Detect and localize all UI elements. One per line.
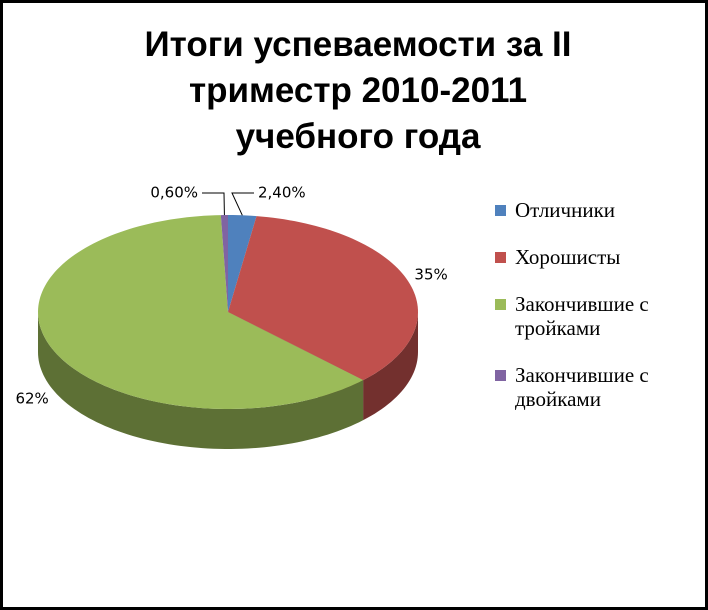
chart-title: Итоги успеваемости за II триместр 2010-2… <box>144 25 572 156</box>
pie-side <box>38 312 364 449</box>
legend-label: Отличники <box>515 198 616 222</box>
data-label: 62% <box>15 390 48 408</box>
pie-slice <box>228 215 257 312</box>
pie-slice <box>228 216 418 381</box>
leader-line <box>231 192 254 216</box>
legend-label: Хорошисты <box>515 245 621 269</box>
legend-swatch <box>495 299 506 310</box>
data-label: 35% <box>414 266 447 284</box>
legend-label: Закончившие с двойками <box>515 363 649 411</box>
legend-item: Закончившие с двойками <box>495 363 685 411</box>
legend-swatch <box>495 252 506 263</box>
data-label: 0,60% <box>150 184 198 202</box>
pie-side <box>363 312 418 421</box>
pie-slice <box>220 215 228 312</box>
pie-slice <box>38 215 364 409</box>
legend-swatch <box>495 205 506 216</box>
legend-item: Закончившие с тройками <box>495 292 685 340</box>
legend-item: Хорошисты <box>495 245 685 269</box>
data-label: 2,40% <box>258 184 306 202</box>
legend-label: Закончившие с тройками <box>515 292 649 340</box>
leader-line <box>202 192 225 216</box>
legend-swatch <box>495 370 506 381</box>
legend: Отличники Хорошисты Закончившие с тройками… <box>495 198 685 434</box>
legend-item: Отличники <box>495 198 685 222</box>
